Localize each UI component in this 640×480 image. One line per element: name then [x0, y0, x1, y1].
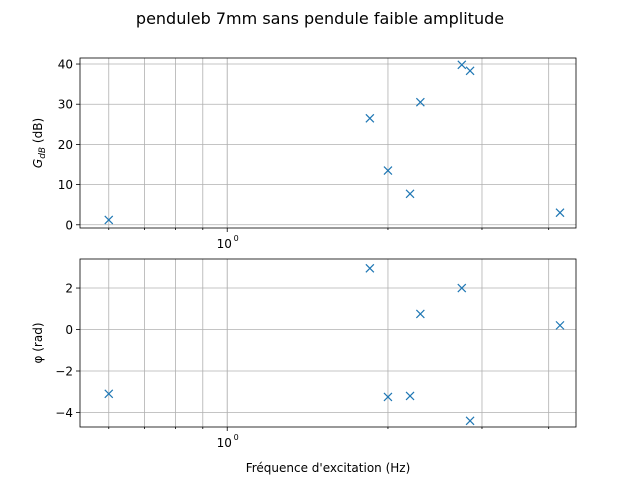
- y-tick-label: 40: [58, 58, 73, 72]
- data-point-marker: [457, 283, 467, 293]
- data-point-marker: [383, 392, 393, 402]
- axes-frame: [79, 258, 577, 428]
- data-point-marker: [365, 263, 375, 273]
- data-point-marker: [415, 97, 425, 107]
- data-point-marker: [555, 320, 565, 330]
- marker-stroke: [383, 392, 393, 402]
- data-point-marker: [465, 416, 475, 426]
- x-tick-label-exponent: 0: [234, 234, 239, 243]
- data-point-marker: [555, 208, 565, 218]
- marker-stroke: [555, 320, 565, 330]
- data-point-marker: [457, 60, 467, 70]
- figure-title: penduleb 7mm sans pendule faible amplitu…: [136, 9, 504, 28]
- data-point-marker: [383, 166, 393, 175]
- data-point-marker: [104, 215, 114, 225]
- data-point-marker: [415, 309, 425, 319]
- data-point-marker: [104, 389, 114, 399]
- y-tick-label: 20: [58, 138, 73, 152]
- marker-stroke: [415, 309, 425, 319]
- x-tick-label: 10: [217, 237, 232, 251]
- marker-stroke: [465, 66, 475, 76]
- marker-stroke: [555, 208, 565, 218]
- data-point-marker: [365, 113, 375, 123]
- y-tick-label: 2: [65, 282, 73, 296]
- marker-stroke: [465, 416, 475, 426]
- marker-stroke: [405, 391, 415, 401]
- data-point-marker: [465, 66, 475, 76]
- y-tick-label: 0: [65, 323, 73, 337]
- marker-stroke: [415, 97, 425, 107]
- x-tick-label-exponent: 0: [234, 433, 239, 442]
- y-tick-label: 10: [58, 178, 73, 192]
- marker-stroke: [365, 113, 375, 123]
- data-point-marker: [405, 391, 415, 401]
- data-point-marker: [405, 189, 415, 199]
- axes-frame: [79, 57, 577, 229]
- y-tick-label: −4: [55, 406, 73, 420]
- y-axis-label: GdB (dB): [31, 118, 48, 168]
- marker-stroke: [383, 166, 393, 175]
- marker-stroke: [104, 215, 114, 225]
- y-axis-label: φ (rad): [31, 323, 45, 364]
- marker-stroke: [365, 263, 375, 273]
- marker-stroke: [104, 389, 114, 399]
- y-tick-label: 0: [65, 218, 73, 232]
- marker-stroke: [405, 189, 415, 199]
- x-tick-label: 10: [217, 436, 232, 450]
- marker-stroke: [457, 60, 467, 70]
- x-axis-label: Fréquence d'excitation (Hz): [246, 461, 411, 475]
- y-tick-label: −2: [55, 365, 73, 379]
- y-tick-label: 30: [58, 98, 73, 112]
- marker-stroke: [457, 283, 467, 293]
